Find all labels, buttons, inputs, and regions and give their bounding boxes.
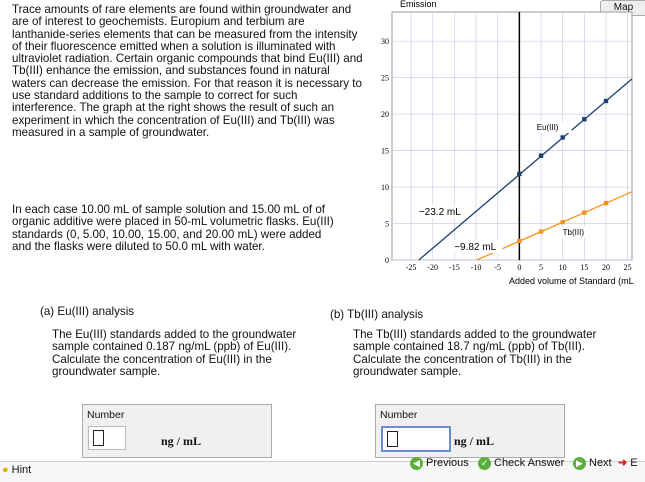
x-tick-label: -10 [471, 263, 482, 272]
number-input[interactable] [88, 426, 126, 450]
label-bg [452, 240, 503, 253]
x-tick-label: 5 [539, 263, 543, 272]
y-tick-label: 30 [381, 37, 389, 46]
data-point [517, 238, 522, 244]
input-label: Number [380, 409, 418, 421]
end-label: E [630, 457, 638, 469]
next-label: Next [589, 457, 612, 470]
x-tick-label: 0 [517, 263, 521, 272]
number-input[interactable] [381, 426, 451, 452]
data-point [517, 171, 522, 177]
input-label: Number [87, 409, 125, 421]
paragraph: In each case 10.00 mL of sample solution… [12, 203, 334, 253]
label-bg [535, 122, 572, 133]
y-tick-label: 20 [381, 110, 389, 119]
unit: ng / mL [161, 434, 202, 448]
y-axis-label: Emission [400, 0, 437, 9]
x-tick-label: 25 [624, 263, 632, 272]
label-bg [417, 205, 468, 218]
plot-area [391, 11, 633, 261]
x-tick-label: -15 [449, 263, 460, 272]
x-tick-label: -20 [427, 263, 438, 272]
annotation: −9.82 mL [454, 242, 496, 253]
data-point [538, 153, 544, 158]
check-button[interactable]: ✓ Check Answer [478, 457, 564, 470]
data-point [560, 219, 565, 225]
x-tick-label: -5 [494, 263, 501, 272]
answer-box: Number ng / mL [82, 404, 272, 458]
setup: In each case 10.00 mL of sample solution… [12, 203, 342, 253]
hint-label: Hint [11, 464, 32, 476]
data-point [538, 229, 544, 234]
end-button[interactable]: ➜ E [618, 457, 638, 469]
annotation: −23.2 mL [419, 207, 461, 218]
answer-box: Number ng / mL [375, 404, 565, 458]
label-bg [561, 227, 598, 238]
data-point [603, 98, 609, 104]
y-tick-label: 25 [381, 74, 389, 83]
x-tick-label: 20 [602, 263, 610, 272]
unit: ng / mL [454, 434, 495, 448]
next-button[interactable]: ▶ Next [573, 457, 612, 470]
intro: Trace amounts of rare elements are found… [12, 3, 364, 139]
hint-button[interactable]: ● Hint [2, 464, 32, 476]
x-tick-label: -25 [406, 263, 417, 272]
part-text: The Tb(III) standards added to the groun… [353, 328, 597, 378]
part-text: The Eu(III) standards added to the groun… [52, 328, 297, 378]
data-point [603, 200, 609, 206]
x-axis-label: Added volume of Standard (mL [509, 276, 634, 286]
previous-button[interactable]: ◀ Previous [410, 457, 469, 470]
part-label: (a) Eu(III) analysis [40, 305, 135, 318]
y-tick-label: 0 [385, 256, 389, 265]
chart: -25 -20 -15 -10 -5 0 5 10 15 20 25 0 5 10 15 20 25 30 Emis… [381, 0, 634, 286]
data-point [582, 117, 587, 122]
fit-line [418, 78, 633, 261]
annotation: Tb(III) [563, 228, 585, 237]
y-tick-label: 10 [381, 183, 389, 192]
x-tick-label: 15 [580, 263, 588, 272]
part-label: (b) Tb(III) analysis [330, 308, 424, 321]
y-tick-label: 5 [385, 220, 389, 229]
paragraph: Trace amounts of rare elements are found… [12, 3, 363, 139]
data-point [560, 135, 565, 140]
previous-label: Previous [426, 457, 469, 470]
data-point [582, 210, 587, 215]
annotation: Eu(III) [537, 123, 559, 132]
check-label: Check Answer [494, 457, 565, 470]
x-tick-label: 10 [559, 263, 567, 272]
y-tick-label: 15 [381, 147, 389, 156]
